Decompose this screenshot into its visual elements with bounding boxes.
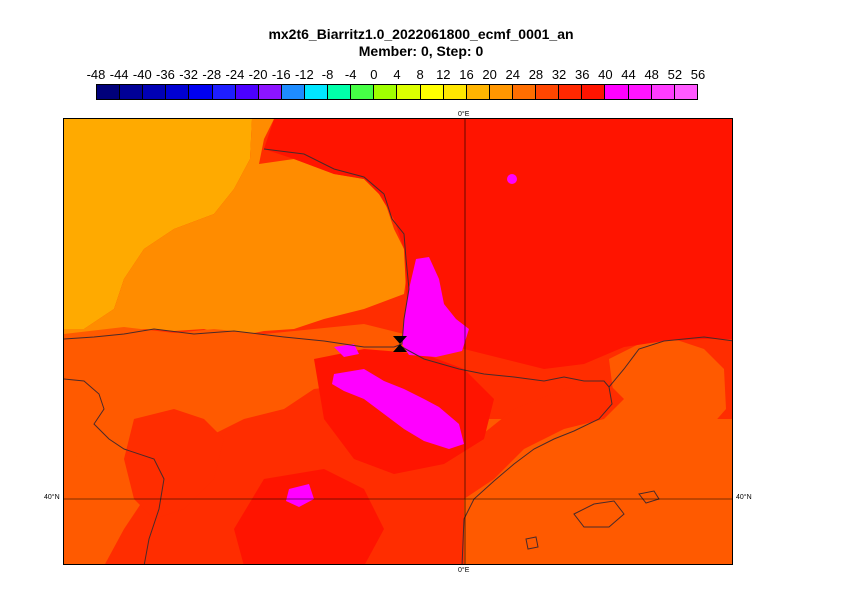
border-portugal xyxy=(64,378,165,564)
colorbar-cell xyxy=(397,85,421,99)
colorbar-cell xyxy=(143,85,167,99)
colorbar-tick-label: -12 xyxy=(294,67,314,82)
field-above-40-madrid xyxy=(286,484,314,507)
meridian-label-bottom: 0°E xyxy=(458,567,470,574)
field-above-40-garonne xyxy=(402,257,469,357)
colorbar-tick-label: 36 xyxy=(574,67,590,82)
field-20-24-france xyxy=(64,119,409,337)
colorbar-tick-label: -24 xyxy=(225,67,245,82)
colorbar-cell xyxy=(489,85,513,99)
coastline-ibiza xyxy=(525,536,539,550)
field-above-40-ebro xyxy=(332,369,464,449)
colorbar-cell xyxy=(374,85,398,99)
colorbar-tick-label: -32 xyxy=(179,67,199,82)
colorbar-cell xyxy=(466,85,490,99)
parallel-label-right: 40°N xyxy=(736,494,752,501)
temperature-map xyxy=(63,118,733,565)
colorbar-cell xyxy=(328,85,352,99)
colorbar-cell xyxy=(212,85,236,99)
colorbar-cell xyxy=(281,85,305,99)
border-pyrenees xyxy=(401,346,610,388)
colorbar-cell xyxy=(512,85,537,99)
field-16-20-atlantic xyxy=(64,119,252,334)
coastline-bay-of-biscay xyxy=(64,148,410,348)
colorbar-cell xyxy=(628,85,652,99)
colorbar-tick-label: 16 xyxy=(459,67,474,82)
parallel-label-left: 40°N xyxy=(44,494,60,501)
field-above-40-spot xyxy=(334,344,359,357)
colorbar-cell xyxy=(235,85,259,99)
colorbar-tick-label: -8 xyxy=(321,67,334,82)
colorbar-tick-label: 20 xyxy=(482,67,497,82)
coastline-mediterranean-france xyxy=(608,336,732,388)
colorbar-tick-label: 0 xyxy=(370,67,378,82)
colorbar-tick-label: -16 xyxy=(271,67,291,82)
colorbar-tick-label: 24 xyxy=(505,67,520,82)
field-above-40-spot xyxy=(507,174,517,184)
colorbar xyxy=(96,84,698,100)
colorbar-tick-label: -48 xyxy=(86,67,106,82)
colorbar-tick-labels: -48 -44 -40 -36 -32 -28 -24 -20 -16 -12 -8 -4 0 4 8 12 1… xyxy=(87,67,706,83)
colorbar-tick-label: -36 xyxy=(156,67,175,82)
colorbar-cell xyxy=(189,85,213,99)
field-24-28-spot xyxy=(76,451,92,467)
colorbar-cell xyxy=(582,85,606,99)
station-marker-icon xyxy=(393,336,407,352)
colorbar-tick-label: 48 xyxy=(644,67,659,82)
colorbar-tick-label: -40 xyxy=(132,67,152,82)
map-title: mx2t6_Biarritz1.0_2022061800_ecmf_0001_a… xyxy=(268,26,574,42)
colorbar-cell xyxy=(97,85,121,99)
colorbar-cell xyxy=(120,85,144,99)
meridian-label-top: 0°E xyxy=(458,111,470,118)
field-28-32-central-spain xyxy=(124,409,224,519)
colorbar-cell xyxy=(559,85,583,99)
colorbar-tick-label: 8 xyxy=(416,67,424,82)
colorbar-cell xyxy=(166,85,190,99)
colorbar-cell xyxy=(258,85,282,99)
map-canvas xyxy=(64,119,732,564)
colorbar-tick-label: 44 xyxy=(621,67,636,82)
colorbar-cell xyxy=(651,85,675,99)
colorbar-tick-label: -44 xyxy=(109,67,129,82)
colorbar-tick-label: 52 xyxy=(667,67,683,82)
colorbar-tick-label: 28 xyxy=(528,67,544,82)
colorbar-tick-label: 40 xyxy=(598,67,613,82)
colorbar-tick-label: 32 xyxy=(551,67,567,82)
map-subtitle: Member: 0, Step: 0 xyxy=(358,43,484,59)
field-32-36-france xyxy=(264,119,732,369)
colorbar-tick-label: 12 xyxy=(436,67,451,82)
coastline-mallorca xyxy=(573,500,625,528)
colorbar-cell xyxy=(605,85,629,99)
colorbar-cell xyxy=(674,85,697,99)
field-32-36-south-spain xyxy=(234,469,384,564)
colorbar-tick-label: -20 xyxy=(248,67,268,82)
coastline-catalonia xyxy=(461,386,613,564)
colorbar-cell xyxy=(443,85,467,99)
field-24-28-provence xyxy=(609,339,726,439)
colorbar-tick-label: -28 xyxy=(202,67,222,82)
colorbar-cell xyxy=(420,85,444,99)
field-24-28-spot xyxy=(84,399,104,419)
field-28-32-catalonia xyxy=(464,379,624,499)
colorbar-tick-label: -4 xyxy=(344,67,357,82)
colorbar-cell xyxy=(351,85,375,99)
colorbar-cell xyxy=(304,85,329,99)
colorbar-tick-label: 4 xyxy=(393,67,401,82)
colorbar-cell xyxy=(536,85,560,99)
colorbar-tick-label: 56 xyxy=(690,67,706,82)
